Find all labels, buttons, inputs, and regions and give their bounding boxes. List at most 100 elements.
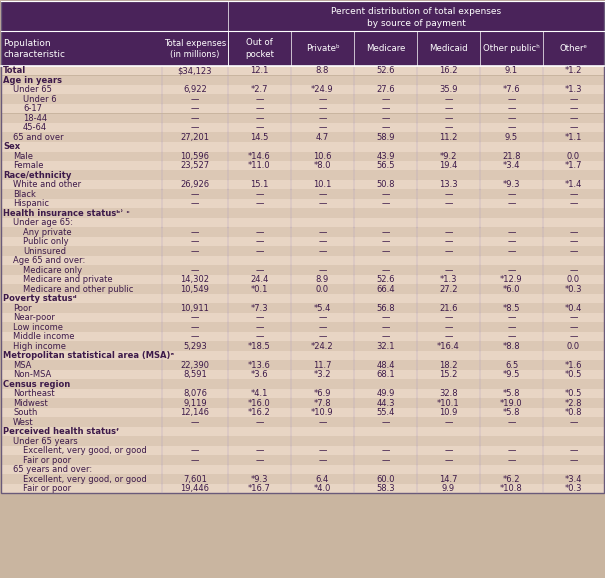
Text: 49.9: 49.9 [376,389,394,398]
Text: Any private: Any private [23,228,71,237]
Text: 14.7: 14.7 [439,475,458,484]
Bar [1,361,604,370]
Text: 8.9: 8.9 [316,275,329,284]
Text: 22,390: 22,390 [180,361,209,370]
Text: Midwest: Midwest [13,399,48,407]
Text: Percent distribution of total expenses: Percent distribution of total expenses [331,8,501,17]
Text: 27,201: 27,201 [180,133,209,142]
Text: —: — [255,266,264,275]
Text: *7.6: *7.6 [503,85,520,94]
Text: —: — [191,199,199,208]
Text: —: — [381,123,390,132]
Text: pocket: pocket [245,50,274,59]
Text: 10,549: 10,549 [180,285,209,294]
Text: *10.1: *10.1 [437,399,460,407]
Text: *24.9: *24.9 [311,85,334,94]
Text: *3.4: *3.4 [564,475,582,484]
Text: *0.5: *0.5 [565,389,582,398]
Text: —: — [318,418,327,427]
Bar [1,171,604,180]
Text: Under age 65:: Under age 65: [13,218,73,227]
Text: —: — [318,455,327,465]
Text: Poor: Poor [13,304,31,313]
Text: —: — [191,237,199,246]
Text: 43.9: 43.9 [376,152,394,161]
Text: 65 years and over:: 65 years and over: [13,465,92,475]
Text: Middle income: Middle income [13,332,74,341]
Text: —: — [318,114,327,123]
Text: —: — [191,266,199,275]
Text: 5,293: 5,293 [183,342,207,351]
Text: 35.9: 35.9 [439,85,458,94]
Text: —: — [508,323,515,332]
Text: —: — [444,446,453,455]
Text: 6.5: 6.5 [505,361,518,370]
Text: 11.2: 11.2 [439,133,458,142]
Text: Race/ethnicity: Race/ethnicity [3,171,71,180]
Text: —: — [318,323,327,332]
Text: 52.6: 52.6 [376,275,394,284]
Bar [1,85,604,94]
Text: 9.5: 9.5 [505,133,518,142]
Bar [1,475,604,484]
Text: —: — [318,95,327,103]
Text: —: — [191,104,199,113]
Text: *0.1: *0.1 [251,285,268,294]
Text: —: — [444,455,453,465]
Text: 0.0: 0.0 [567,342,580,351]
Text: Under 65 years: Under 65 years [13,437,78,446]
Text: 9.1: 9.1 [505,66,518,75]
Text: *9.2: *9.2 [440,152,457,161]
Text: —: — [508,332,515,341]
Text: —: — [191,247,199,255]
Bar [1,180,604,190]
Text: —: — [569,228,578,237]
Text: Other publicʰ: Other publicʰ [483,44,540,53]
Text: 68.1: 68.1 [376,370,395,379]
Text: *0.3: *0.3 [564,484,582,493]
Text: —: — [381,446,390,455]
Text: 52.6: 52.6 [376,66,394,75]
Text: —: — [508,95,515,103]
Text: —: — [381,95,390,103]
Text: *0.4: *0.4 [565,304,582,313]
Bar [1,228,604,237]
Text: —: — [508,247,515,255]
Text: 27.6: 27.6 [376,85,395,94]
Text: —: — [255,190,264,199]
Text: —: — [444,123,453,132]
Text: —: — [569,114,578,123]
Text: *1.4: *1.4 [565,180,582,189]
Text: —: — [191,123,199,132]
Bar [1,284,604,294]
Text: —: — [255,418,264,427]
Bar [1,436,604,446]
Bar [1,408,604,417]
Bar [1,151,604,161]
Text: *3.4: *3.4 [503,161,520,171]
Text: 32.8: 32.8 [439,389,458,398]
Text: Near-poor: Near-poor [13,313,55,323]
Text: —: — [255,228,264,237]
Text: West: West [13,418,34,427]
Text: —: — [255,199,264,208]
Text: *4.1: *4.1 [251,389,268,398]
Text: —: — [508,446,515,455]
Text: —: — [444,418,453,427]
Bar [1,370,604,380]
Text: *5.8: *5.8 [503,408,520,417]
Text: —: — [191,114,199,123]
Bar [1,113,604,123]
Bar [1,161,604,171]
Text: 7,601: 7,601 [183,475,207,484]
Bar [1,465,604,475]
Text: Fair or poor: Fair or poor [23,455,71,465]
Text: —: — [255,332,264,341]
Text: —: — [255,247,264,255]
Text: Perceived health statusᶠ: Perceived health statusᶠ [3,427,119,436]
Text: —: — [569,104,578,113]
Text: —: — [381,237,390,246]
Text: *2.8: *2.8 [564,399,582,407]
Text: Out of: Out of [246,38,273,47]
Text: 19,446: 19,446 [180,484,209,493]
